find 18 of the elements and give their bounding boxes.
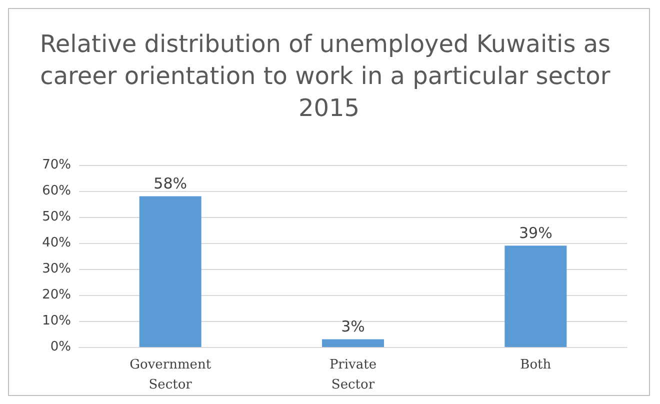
y-tick-label: 40% [42,236,71,250]
data-label: 39% [518,224,552,242]
bar [139,196,202,347]
y-tick-label: 60% [42,184,71,198]
bar [504,246,567,347]
y-tick-label: 0% [50,340,71,354]
x-tick-label: Both [520,358,552,372]
x-tick-label: Government Sector [130,358,212,392]
data-label: 3% [341,318,365,336]
x-tick-label: Private Sector [329,358,377,392]
bar [322,339,384,347]
y-tick-label: 50% [42,210,71,224]
y-tick-label: 70% [42,158,71,172]
y-tick-label: 20% [42,288,71,302]
y-tick-label: 30% [42,262,71,276]
data-label: 58% [154,174,188,193]
y-tick-label: 10% [42,314,71,328]
chart-title: Relative distribution of unemployed Kuwaitis as career orientation to work in a particular sector 2015 [40,30,618,122]
